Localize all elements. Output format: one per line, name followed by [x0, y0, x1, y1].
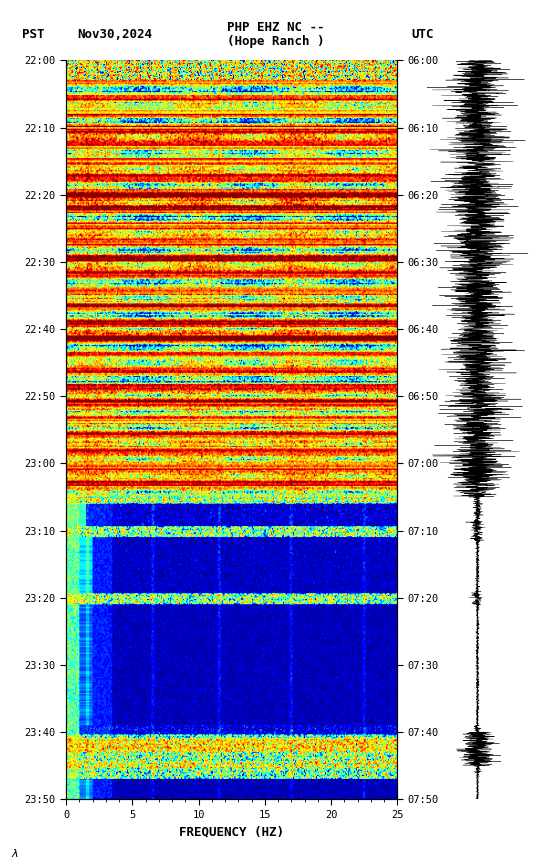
- Text: Nov30,2024: Nov30,2024: [77, 28, 152, 41]
- Text: PHP EHZ NC --: PHP EHZ NC --: [227, 21, 325, 35]
- Text: $\lambda$: $\lambda$: [11, 847, 19, 859]
- X-axis label: FREQUENCY (HZ): FREQUENCY (HZ): [179, 825, 284, 838]
- Text: (Hope Ranch ): (Hope Ranch ): [227, 35, 325, 48]
- Text: PST: PST: [22, 28, 45, 41]
- Text: UTC: UTC: [411, 28, 434, 41]
